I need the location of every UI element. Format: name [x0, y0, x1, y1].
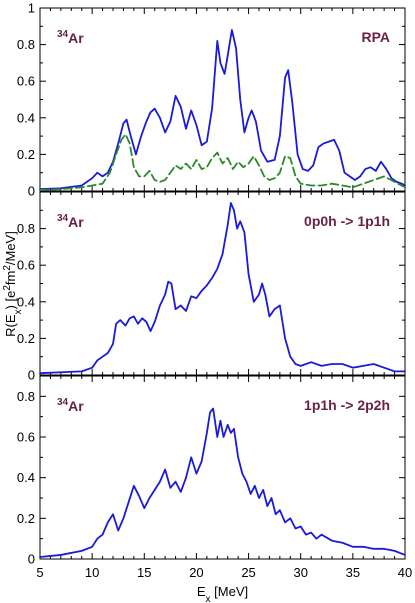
series-line — [39, 202, 406, 375]
x-tick-label: 5 — [36, 565, 43, 580]
x-tick-label: 25 — [241, 565, 255, 580]
y-tick-label: 0.2 — [17, 331, 35, 346]
x-tick-label: 15 — [137, 565, 151, 580]
panel-label: RPA — [361, 29, 390, 45]
series-line — [39, 407, 406, 558]
x-tick-label: 35 — [346, 565, 360, 580]
nucleus-mass: 34 — [57, 29, 69, 40]
x-tick-label: 10 — [85, 565, 99, 580]
x-tick-label: 30 — [293, 565, 307, 580]
nucleus-symbol: Ar — [68, 30, 84, 46]
panel-label: 1p1h -> 2p2h — [304, 397, 390, 413]
y-axis-title-sub: x — [13, 309, 24, 314]
nucleus-mass: 34 — [57, 397, 69, 408]
y-axis-title-part: /MeV] — [3, 231, 18, 265]
panel-3: 0 0.2 0.4 0.6 0.8 34Ar 1p1h -> 2p2h — [17, 375, 406, 567]
y-axis-title-sup: 2 — [2, 265, 13, 271]
y-axis-title-sup: 2 — [2, 285, 13, 291]
y-tick-label: 0.2 — [17, 511, 35, 526]
y-tick-label: 0.6 — [17, 430, 35, 445]
x-tick-labels: 5 10 15 20 25 30 35 40 — [36, 565, 412, 580]
x-axis-title: Ex [MeV] — [197, 584, 248, 603]
y-tick-label: 0.8 — [17, 37, 35, 52]
y-tick-label: 0 — [28, 184, 35, 199]
series-line-dashed — [39, 133, 406, 191]
nucleus-symbol: Ar — [68, 214, 84, 230]
y-tick-label: 1 — [28, 1, 35, 16]
series-line — [39, 29, 406, 191]
panel-1: 0 0.2 0.4 0.6 0.8 1 34Ar RPA — [17, 1, 406, 199]
nucleus-label: 34Ar — [57, 397, 84, 414]
y-tick-label: 0.4 — [17, 110, 35, 125]
x-axis-title-main: E — [197, 584, 206, 599]
y-axis-title: R(Ex) [e2fm2/MeV] — [2, 231, 24, 337]
y-axis-title-part: fm — [3, 271, 18, 285]
panel-label: 0p0h -> 1p1h — [304, 213, 390, 229]
y-tick-label: 0 — [28, 552, 35, 567]
y-tick-label: 0.8 — [17, 389, 35, 404]
y-tick-label: 0.6 — [17, 258, 35, 273]
nucleus-label: 34Ar — [57, 29, 84, 46]
x-axis-title-unit: [MeV] — [211, 584, 249, 599]
y-tick-label: 0.2 — [17, 147, 35, 162]
nucleus-label: 34Ar — [57, 213, 84, 230]
y-tick-label: 0.4 — [17, 294, 35, 309]
y-axis-title-part: R(E — [3, 314, 18, 337]
plot-frame — [39, 375, 406, 560]
y-tick-label: 0.4 — [17, 470, 35, 485]
x-tick-label: 20 — [189, 565, 203, 580]
y-tick-label: 0.8 — [17, 221, 35, 236]
y-tick-label: 0.6 — [17, 74, 35, 89]
nucleus-symbol: Ar — [68, 398, 84, 414]
x-tick-label: 40 — [398, 565, 412, 580]
y-tick-label: 0 — [28, 368, 35, 383]
panel-2: 0 0.2 0.4 0.6 0.8 34Ar 0p0h -> 1p1h — [17, 191, 406, 383]
x-axis-title-sub: x — [206, 594, 211, 603]
y-axis-title-part: ) [e — [3, 291, 18, 310]
nucleus-mass: 34 — [57, 213, 69, 224]
